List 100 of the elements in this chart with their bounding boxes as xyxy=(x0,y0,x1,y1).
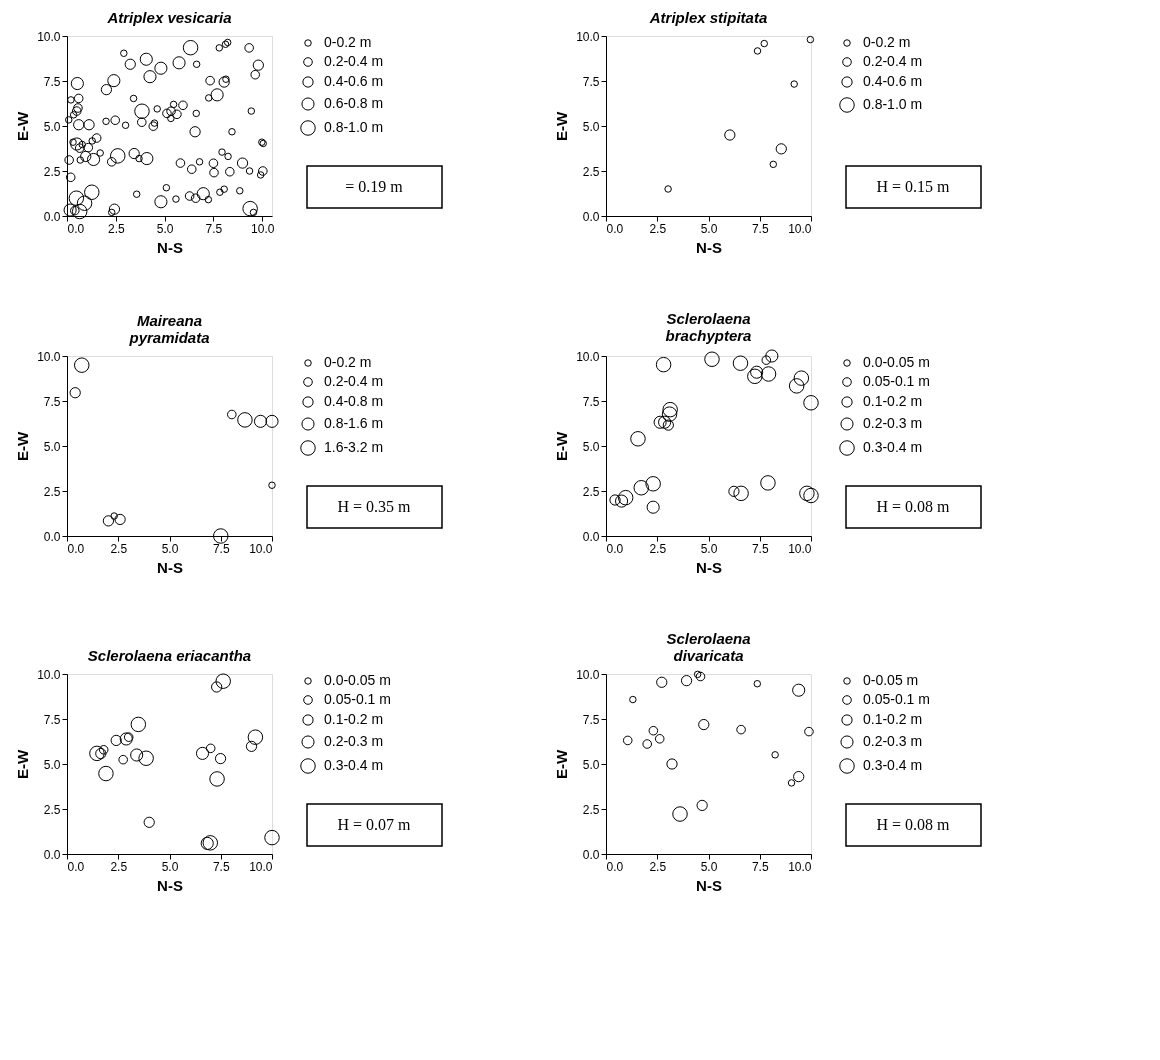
y-tick-label: 5.0 xyxy=(582,439,600,454)
x-tick-label: 2.5 xyxy=(649,541,667,556)
chart-title: Sclerolaena divaricata xyxy=(666,630,751,664)
y-axis-title: E-W xyxy=(14,431,32,462)
y-tick-label: 5.0 xyxy=(43,119,61,134)
x-tick-label: 10.0 xyxy=(249,859,273,874)
y-tick-label: 10.0 xyxy=(37,667,61,682)
x-tick-label: 7.5 xyxy=(212,859,230,874)
legend-label: 0.2-0.4 m xyxy=(863,53,923,69)
x-tick-label: 2.5 xyxy=(649,859,667,874)
y-tick-label: 0.0 xyxy=(43,847,61,862)
legend-label: 0.8-1.0 m xyxy=(863,96,923,112)
y-tick-label: 0.0 xyxy=(582,847,600,862)
x-tick-label: 7.5 xyxy=(205,221,223,236)
legend-label: 0-0.2 m xyxy=(324,354,372,370)
y-axis-title: E-W xyxy=(14,749,32,780)
legend-label: 0.6-0.8 m xyxy=(324,95,384,111)
x-tick-label: 10.0 xyxy=(251,221,275,236)
y-tick-label: 2.5 xyxy=(582,164,600,179)
y-tick-label: 10.0 xyxy=(576,667,600,682)
y-axis-title: E-W xyxy=(553,749,571,780)
y-tick-label: 2.5 xyxy=(582,484,600,499)
y-tick-label: 7.5 xyxy=(582,394,600,409)
legend-label: 0-0.05 m xyxy=(863,672,919,688)
x-tick-label: 0.0 xyxy=(67,859,85,874)
x-tick-label: 7.5 xyxy=(751,221,769,236)
y-tick-label: 2.5 xyxy=(43,802,61,817)
legend-label: 0.2-0.4 m xyxy=(324,373,384,389)
legend-label: 0.0-0.05 m xyxy=(324,672,391,688)
text: H = 0.35 m xyxy=(337,498,412,515)
x-tick-label: 5.0 xyxy=(700,859,718,874)
x-tick-label: 2.5 xyxy=(110,859,128,874)
legend-label: 0.1-0.2 m xyxy=(324,711,384,727)
y-tick-label: 0.0 xyxy=(582,209,600,224)
legend-label: 0.2-0.3 m xyxy=(863,415,923,431)
legend-label: 0.2-0.4 m xyxy=(324,53,384,69)
x-tick-label: 2.5 xyxy=(107,221,125,236)
y-tick-label: 0.0 xyxy=(43,529,61,544)
y-tick-label: 0.0 xyxy=(582,529,600,544)
x-tick-label: 10.0 xyxy=(249,541,273,556)
y-tick-label: 7.5 xyxy=(582,712,600,727)
text: H = 0.15 m xyxy=(876,178,951,195)
x-axis-title: N-S xyxy=(696,876,722,894)
y-tick-label: 7.5 xyxy=(582,74,600,89)
legend-label: 0.05-0.1 m xyxy=(863,691,930,707)
x-tick-label: 5.0 xyxy=(156,221,174,236)
x-tick-label: 2.5 xyxy=(110,541,128,556)
x-axis-title: N-S xyxy=(696,558,722,576)
chart-title: Sclerolaena brachyptera xyxy=(665,309,752,344)
text: H = 0.07 m xyxy=(337,816,412,833)
legend-label: 1.6-3.2 m xyxy=(324,439,384,455)
text: H = 0.08 m xyxy=(876,498,951,515)
chart-title: Atriplex vesicaria xyxy=(106,9,232,26)
legend-label: 0.4-0.6 m xyxy=(863,73,923,89)
y-tick-label: 2.5 xyxy=(43,164,61,179)
y-axis-title: E-W xyxy=(14,111,32,142)
legend-label: 0-0.2 m xyxy=(863,34,911,50)
legend-label: 0-0.2 m xyxy=(324,34,372,50)
chart-title: Sclerolaena eriacantha xyxy=(87,647,252,664)
y-tick-label: 2.5 xyxy=(43,484,61,499)
x-tick-label: 2.5 xyxy=(649,221,667,236)
y-tick-label: 10.0 xyxy=(37,349,61,364)
x-tick-label: 5.0 xyxy=(161,541,179,556)
legend-label: 0.3-0.4 m xyxy=(324,757,384,773)
y-tick-label: 10.0 xyxy=(576,29,600,44)
legend-label: 0.3-0.4 m xyxy=(863,439,923,455)
x-tick-label: 5.0 xyxy=(700,221,718,236)
x-tick-label: 0.0 xyxy=(606,859,624,874)
x-axis-title: N-S xyxy=(157,558,183,576)
x-tick-label: 10.0 xyxy=(788,859,812,874)
y-tick-label: 5.0 xyxy=(43,439,61,454)
legend-label: 0.2-0.3 m xyxy=(324,733,384,749)
legend-label: 0.2-0.3 m xyxy=(863,733,923,749)
legend-label: 0.0-0.05 m xyxy=(863,354,930,370)
text: H = 0.08 m xyxy=(876,816,951,833)
x-tick-label: 7.5 xyxy=(212,541,230,556)
x-tick-label: 0.0 xyxy=(606,541,624,556)
y-axis-title: E-W xyxy=(553,111,571,142)
chart-title: Maireana pyramidata xyxy=(128,312,210,346)
x-tick-label: 10.0 xyxy=(788,221,812,236)
y-tick-label: 7.5 xyxy=(43,712,61,727)
legend-label: 0.3-0.4 m xyxy=(863,757,923,773)
y-tick-label: 5.0 xyxy=(582,119,600,134)
x-axis-title: N-S xyxy=(696,238,722,256)
y-tick-label: 10.0 xyxy=(576,349,600,364)
text: = 0.19 m xyxy=(345,178,404,195)
legend-label: 0.05-0.1 m xyxy=(863,373,930,389)
legend-label: 0.8-1.0 m xyxy=(324,119,384,135)
x-tick-label: 0.0 xyxy=(67,541,85,556)
y-tick-label: 5.0 xyxy=(43,757,61,772)
y-tick-label: 0.0 xyxy=(43,209,61,224)
legend-label: 0.1-0.2 m xyxy=(863,393,923,409)
x-tick-label: 0.0 xyxy=(606,221,624,236)
x-tick-label: 5.0 xyxy=(700,541,718,556)
x-axis-title: N-S xyxy=(157,876,183,894)
x-tick-label: 0.0 xyxy=(67,221,85,236)
x-tick-label: 10.0 xyxy=(788,541,812,556)
y-tick-label: 7.5 xyxy=(43,74,61,89)
legend-label: 0.1-0.2 m xyxy=(863,711,923,727)
legend-label: 0.05-0.1 m xyxy=(324,691,391,707)
